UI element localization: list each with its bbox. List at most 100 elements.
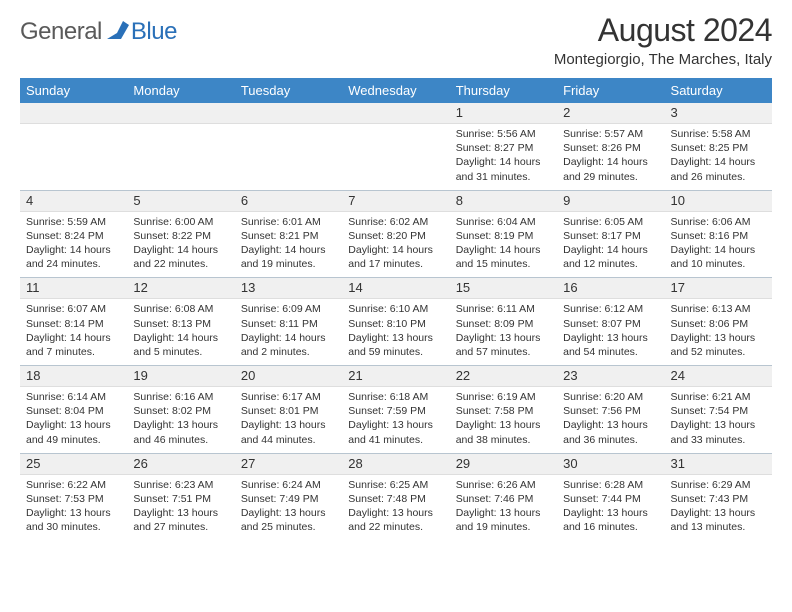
sunrise-text: Sunrise: 6:01 AM [241,215,336,229]
date-cell: 3 [665,103,772,123]
daylight-text: Daylight: 14 hours and 7 minutes. [26,331,121,359]
details-row: Sunrise: 5:59 AMSunset: 8:24 PMDaylight:… [20,212,772,278]
sunrise-text: Sunrise: 6:16 AM [133,390,228,404]
sunset-text: Sunset: 8:22 PM [133,229,228,243]
day-cell: Sunrise: 6:10 AMSunset: 8:10 PMDaylight:… [342,299,449,365]
date-cell: 25 [20,454,127,474]
day-cell [342,124,449,190]
sunset-text: Sunset: 8:25 PM [671,141,766,155]
sunrise-text: Sunrise: 6:08 AM [133,302,228,316]
daylight-text: Daylight: 13 hours and 38 minutes. [456,418,551,446]
sunset-text: Sunset: 7:56 PM [563,404,658,418]
daylight-text: Daylight: 14 hours and 19 minutes. [241,243,336,271]
date-cell: 24 [665,366,772,386]
sunrise-text: Sunrise: 6:12 AM [563,302,658,316]
sunset-text: Sunset: 8:17 PM [563,229,658,243]
day-cell: Sunrise: 6:09 AMSunset: 8:11 PMDaylight:… [235,299,342,365]
daylight-text: Daylight: 13 hours and 30 minutes. [26,506,121,534]
daylight-text: Daylight: 14 hours and 31 minutes. [456,155,551,183]
daylight-text: Daylight: 13 hours and 41 minutes. [348,418,443,446]
date-cell: 8 [450,191,557,211]
sunset-text: Sunset: 8:06 PM [671,317,766,331]
logo-text-blue: Blue [131,18,177,46]
daylight-text: Daylight: 13 hours and 16 minutes. [563,506,658,534]
daylight-text: Daylight: 14 hours and 22 minutes. [133,243,228,271]
sunset-text: Sunset: 8:09 PM [456,317,551,331]
sunrise-text: Sunrise: 6:18 AM [348,390,443,404]
sunrise-text: Sunrise: 5:57 AM [563,127,658,141]
sunrise-text: Sunrise: 6:22 AM [26,478,121,492]
day-cell: Sunrise: 6:21 AMSunset: 7:54 PMDaylight:… [665,387,772,453]
day-cell: Sunrise: 6:08 AMSunset: 8:13 PMDaylight:… [127,299,234,365]
day-cell: Sunrise: 6:19 AMSunset: 7:58 PMDaylight:… [450,387,557,453]
sunrise-text: Sunrise: 5:58 AM [671,127,766,141]
day-cell: Sunrise: 6:05 AMSunset: 8:17 PMDaylight:… [557,212,664,278]
details-row: Sunrise: 6:07 AMSunset: 8:14 PMDaylight:… [20,299,772,365]
sunrise-text: Sunrise: 6:04 AM [456,215,551,229]
date-cell: 19 [127,366,234,386]
day-cell: Sunrise: 6:24 AMSunset: 7:49 PMDaylight:… [235,475,342,541]
week: 18192021222324Sunrise: 6:14 AMSunset: 8:… [20,365,772,453]
date-cell: 10 [665,191,772,211]
day-cell: Sunrise: 6:22 AMSunset: 7:53 PMDaylight:… [20,475,127,541]
sunrise-text: Sunrise: 6:20 AM [563,390,658,404]
daylight-text: Daylight: 13 hours and 54 minutes. [563,331,658,359]
date-cell: 26 [127,454,234,474]
sunset-text: Sunset: 8:27 PM [456,141,551,155]
week: 11121314151617Sunrise: 6:07 AMSunset: 8:… [20,277,772,365]
date-cell: 12 [127,278,234,298]
date-cell: 5 [127,191,234,211]
date-cell: 9 [557,191,664,211]
sunset-text: Sunset: 7:58 PM [456,404,551,418]
day-cell [20,124,127,190]
dayname-cell: Thursday [450,78,557,103]
daylight-text: Daylight: 13 hours and 33 minutes. [671,418,766,446]
sunset-text: Sunset: 8:21 PM [241,229,336,243]
daylight-text: Daylight: 14 hours and 24 minutes. [26,243,121,271]
day-cell: Sunrise: 6:02 AMSunset: 8:20 PMDaylight:… [342,212,449,278]
date-cell [235,103,342,123]
daylight-text: Daylight: 13 hours and 52 minutes. [671,331,766,359]
details-row: Sunrise: 6:22 AMSunset: 7:53 PMDaylight:… [20,475,772,541]
daylight-text: Daylight: 13 hours and 13 minutes. [671,506,766,534]
sunrise-text: Sunrise: 6:02 AM [348,215,443,229]
day-cell: Sunrise: 6:29 AMSunset: 7:43 PMDaylight:… [665,475,772,541]
sunrise-text: Sunrise: 6:10 AM [348,302,443,316]
sunset-text: Sunset: 7:53 PM [26,492,121,506]
day-cell: Sunrise: 5:56 AMSunset: 8:27 PMDaylight:… [450,124,557,190]
sunset-text: Sunset: 8:13 PM [133,317,228,331]
sunrise-text: Sunrise: 6:19 AM [456,390,551,404]
sunrise-text: Sunrise: 6:14 AM [26,390,121,404]
daylight-text: Daylight: 14 hours and 10 minutes. [671,243,766,271]
sunrise-text: Sunrise: 6:21 AM [671,390,766,404]
dayname-cell: Friday [557,78,664,103]
sunrise-text: Sunrise: 6:05 AM [563,215,658,229]
sunrise-text: Sunrise: 6:07 AM [26,302,121,316]
page-title: August 2024 [554,12,772,49]
date-cell: 17 [665,278,772,298]
date-cell: 23 [557,366,664,386]
sunset-text: Sunset: 8:14 PM [26,317,121,331]
sunset-text: Sunset: 8:01 PM [241,404,336,418]
details-row: Sunrise: 6:14 AMSunset: 8:04 PMDaylight:… [20,387,772,453]
date-cell: 30 [557,454,664,474]
sunset-text: Sunset: 8:26 PM [563,141,658,155]
sunrise-text: Sunrise: 6:00 AM [133,215,228,229]
sunrise-text: Sunrise: 6:28 AM [563,478,658,492]
week: 25262728293031Sunrise: 6:22 AMSunset: 7:… [20,453,772,541]
page-subtitle: Montegiorgio, The Marches, Italy [554,51,772,68]
day-cell: Sunrise: 5:57 AMSunset: 8:26 PMDaylight:… [557,124,664,190]
dayname-cell: Saturday [665,78,772,103]
details-row: Sunrise: 5:56 AMSunset: 8:27 PMDaylight:… [20,124,772,190]
sunset-text: Sunset: 7:48 PM [348,492,443,506]
date-cell [342,103,449,123]
date-cell: 21 [342,366,449,386]
day-cell: Sunrise: 6:06 AMSunset: 8:16 PMDaylight:… [665,212,772,278]
date-row: 45678910 [20,191,772,212]
daylight-text: Daylight: 14 hours and 17 minutes. [348,243,443,271]
date-cell: 16 [557,278,664,298]
sunrise-text: Sunrise: 6:09 AM [241,302,336,316]
date-cell: 22 [450,366,557,386]
daylight-text: Daylight: 13 hours and 46 minutes. [133,418,228,446]
logo-mark-icon [107,21,129,44]
